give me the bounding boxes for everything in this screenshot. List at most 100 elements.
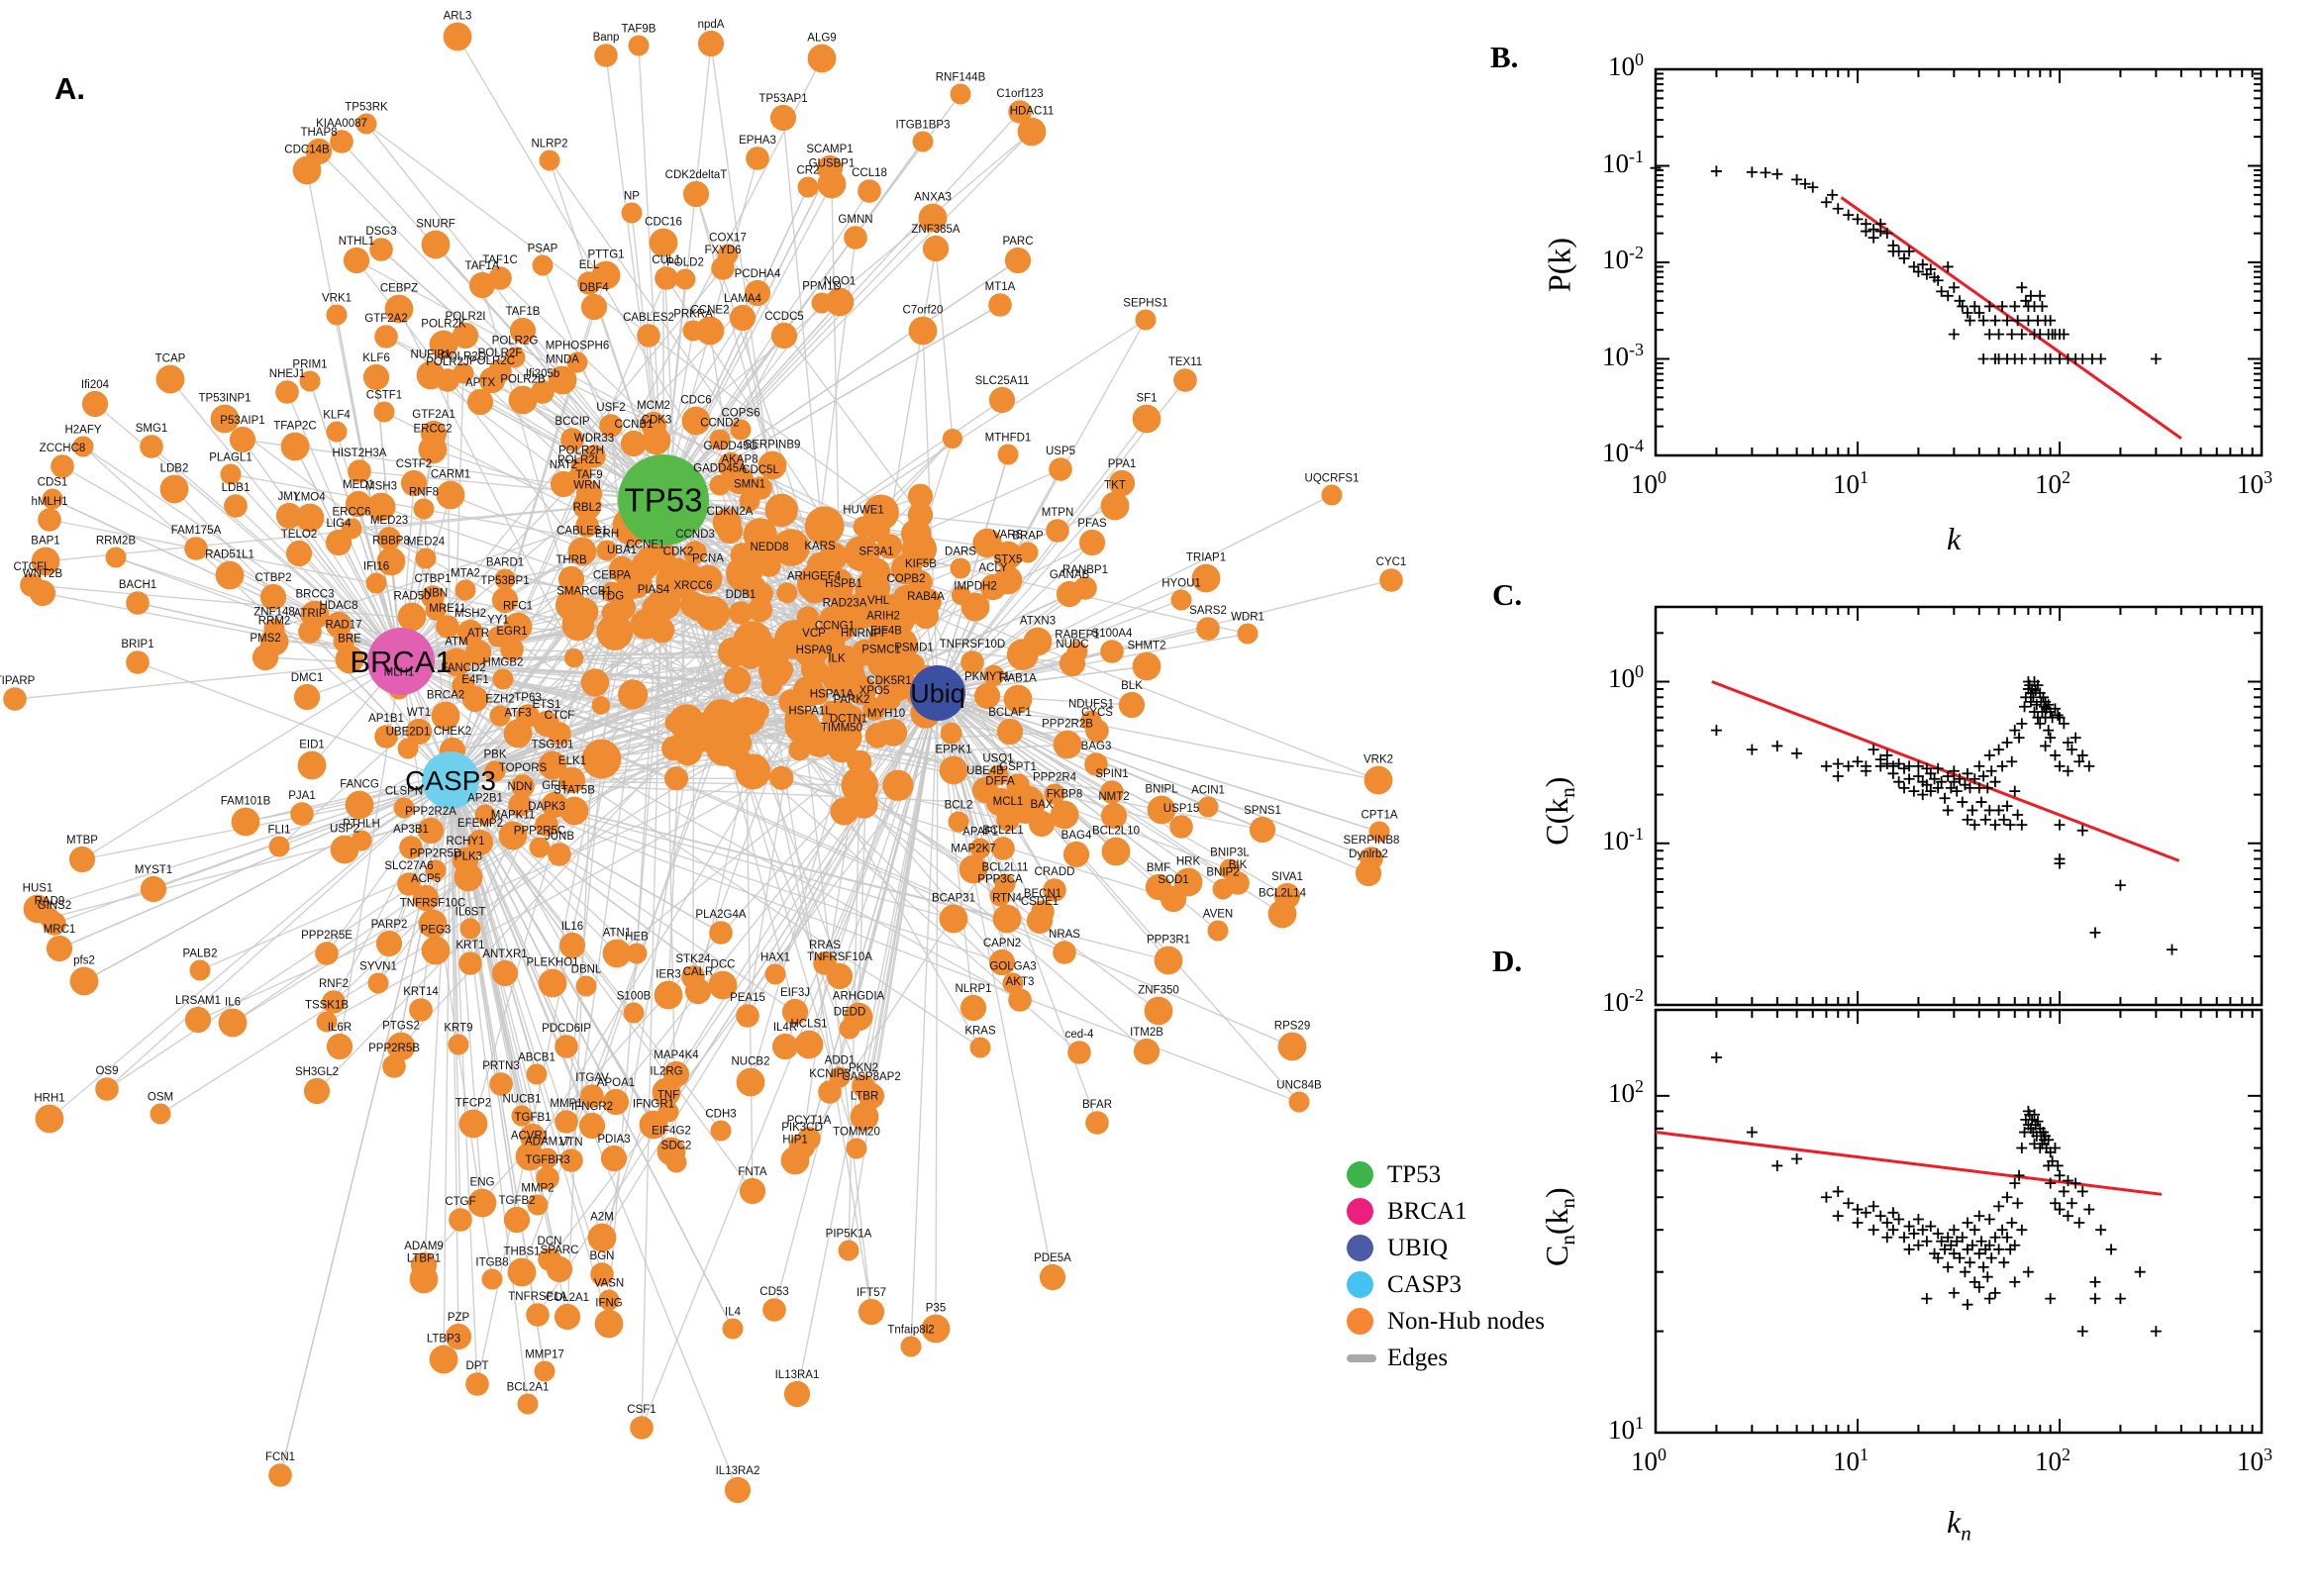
network-node <box>807 44 837 73</box>
network-node <box>449 1208 472 1232</box>
network-node-label: RAD51L1 <box>205 549 254 561</box>
y-tick-label: 102 <box>1608 1075 1644 1108</box>
network-node-label: CABLES1 <box>556 526 608 538</box>
network-node-label: IMPDH2 <box>954 581 996 593</box>
network-node-label: WDR1 <box>1231 612 1264 624</box>
network-node <box>466 388 494 416</box>
network-node-label: ACLY <box>978 562 1008 574</box>
network-node-label: DEDD <box>834 1007 866 1019</box>
network-node <box>1008 100 1032 124</box>
network-node-label: ERCC6 <box>333 507 371 519</box>
network-node-label: BIK <box>1229 859 1248 871</box>
hub-node-BRCA1 <box>367 628 435 695</box>
network-node-label: RRM2 <box>258 616 291 628</box>
network-node-label: MYH10 <box>867 708 905 720</box>
network-node <box>448 1034 469 1055</box>
network-node <box>850 1102 879 1132</box>
network-node <box>973 682 1001 710</box>
network-node-label: ARIH2 <box>866 611 900 623</box>
network-node-label: MNDA <box>546 354 579 366</box>
network-node-label: GADD45G <box>704 441 758 452</box>
network-node <box>507 1257 537 1287</box>
x-tick-label: 100 <box>1631 1445 1666 1476</box>
network-node <box>413 498 435 520</box>
network-node <box>474 804 496 826</box>
network-node-label: TSSK1B <box>305 1000 349 1012</box>
network-node-label: LMO4 <box>294 492 326 504</box>
network-node <box>1028 810 1056 838</box>
network-node-label: CSDE1 <box>1021 896 1059 908</box>
network-node-label: TNFRSF1A <box>508 1291 567 1303</box>
network-node-label: BRCC3 <box>296 589 335 601</box>
network-node <box>630 1416 654 1440</box>
network-node-label: PMS2 <box>250 633 280 645</box>
network-node <box>851 639 878 666</box>
network-node-label: STAT5B <box>554 785 595 797</box>
network-node <box>532 254 554 276</box>
chart-D-svg <box>1654 1008 2264 1435</box>
chart-C-svg <box>1654 605 2264 1007</box>
network-node <box>231 807 260 837</box>
network-node-label: SIVA1 <box>1271 871 1303 883</box>
network-node-label: SF1 <box>1136 393 1157 405</box>
network-node <box>425 859 447 881</box>
network-node <box>29 579 56 607</box>
network-node <box>950 557 971 579</box>
network-node-label: USP5 <box>1046 446 1075 457</box>
network-node-label: USF2 <box>596 402 625 414</box>
network-node-label: GADD45A <box>693 463 747 475</box>
network-node <box>481 1268 503 1290</box>
network-node-label: POLR2D <box>441 351 486 363</box>
network-node-label: DDB1 <box>726 589 757 601</box>
network-node-label: TSG101 <box>532 740 574 751</box>
network-node <box>950 83 971 105</box>
network-node <box>1056 580 1083 608</box>
network-node-label: C7orf20 <box>903 305 944 317</box>
network-node <box>1197 796 1219 818</box>
network-node-label: IL13RA1 <box>775 1369 820 1381</box>
network-node-label: KCNIP3 <box>809 1068 851 1080</box>
network-node-label: AP3B1 <box>393 824 429 836</box>
network-node-label: hMLH1 <box>31 496 67 508</box>
network-node-label: NHEJ1 <box>269 368 305 380</box>
network-node <box>693 564 723 594</box>
network-node-label: LIG4 <box>327 518 353 530</box>
network-node <box>436 368 459 392</box>
network-node-label: P35 <box>926 1303 946 1315</box>
network-node-label: SMG1 <box>136 423 168 435</box>
network-node-label: PIP5K1A <box>826 1229 872 1241</box>
network-node-label: S100B <box>617 991 652 1003</box>
network-node-label: MAP2K7 <box>951 844 995 855</box>
network-node <box>739 490 760 512</box>
network-node-label: MED24 <box>407 537 446 549</box>
network-node <box>533 710 560 738</box>
network-node-label: CDC16 <box>645 217 682 229</box>
x-tick-label: 103 <box>2237 467 2272 499</box>
network-node-label: Dynlrb2 <box>1349 848 1388 860</box>
network-node-label: CDKN2A <box>707 506 754 518</box>
network-node-label: CEBPA <box>593 570 631 582</box>
network-node <box>548 365 577 395</box>
network-node-label: CDK5R1 <box>866 675 911 687</box>
network-node <box>1023 627 1053 656</box>
network-node <box>412 884 440 912</box>
network-node-label: TAF1A <box>465 260 500 272</box>
network-node <box>326 304 348 326</box>
network-node <box>1046 519 1069 543</box>
network-node-label: MTA2 <box>451 568 480 580</box>
network-node-label: KIF5B <box>905 558 937 570</box>
network-node-label: PPP2R5C <box>514 826 565 838</box>
x-tick-label: 101 <box>1833 1445 1868 1476</box>
network-node-label: ITM2B <box>1130 1027 1163 1039</box>
network-node <box>1207 920 1229 942</box>
network-node-label: HIP1 <box>782 1135 808 1147</box>
network-node <box>1003 684 1033 714</box>
network-node <box>858 1082 885 1110</box>
network-node-label: CDK3 <box>642 415 672 427</box>
network-node-label: CDK2deltaT <box>665 169 728 181</box>
network-node <box>682 320 704 342</box>
network-node-label: STX5 <box>994 554 1023 566</box>
network-node <box>126 650 150 674</box>
network-node <box>758 450 787 480</box>
network-node <box>456 619 484 647</box>
